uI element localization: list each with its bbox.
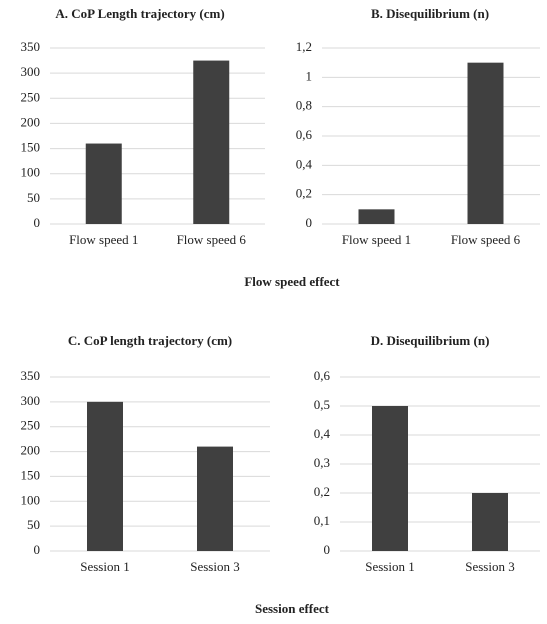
y-tick-label: 350 — [21, 39, 41, 54]
y-tick-label: 250 — [21, 89, 41, 104]
y-tick-label: 350 — [21, 368, 41, 383]
y-tick-label: 100 — [21, 165, 41, 180]
y-tick-label: 0,2 — [296, 186, 312, 201]
chart-title: B. Disequilibrium (n) — [371, 6, 489, 21]
y-tick-label: 300 — [21, 64, 41, 79]
bar — [85, 143, 122, 224]
y-tick-label: 0,1 — [314, 513, 330, 528]
y-tick-label: 200 — [21, 114, 41, 129]
x-tick-label: Session 3 — [465, 559, 514, 574]
y-tick-label: 0,6 — [314, 368, 331, 383]
y-tick-label: 50 — [27, 517, 40, 532]
y-tick-label: 1,2 — [296, 39, 312, 54]
x-tick-label: Session 1 — [365, 559, 414, 574]
chart-title: A. CoP Length trajectory (cm) — [55, 6, 224, 21]
y-tick-label: 0,3 — [314, 455, 330, 470]
x-tick-label: Flow speed 6 — [451, 232, 521, 247]
y-tick-label: 50 — [27, 190, 40, 205]
bar — [197, 446, 233, 551]
x-tick-label: Flow speed 6 — [177, 232, 247, 247]
section-title: Session effect — [255, 601, 330, 616]
y-tick-label: 0,6 — [296, 127, 313, 142]
y-tick-label: 150 — [21, 467, 41, 482]
chart-title: D. Disequilibrium (n) — [371, 333, 490, 348]
bar — [358, 209, 395, 224]
y-tick-label: 300 — [21, 393, 41, 408]
bar — [472, 493, 508, 551]
y-tick-label: 0 — [34, 215, 41, 230]
y-tick-label: 250 — [21, 418, 41, 433]
x-tick-label: Flow speed 1 — [69, 232, 138, 247]
y-tick-label: 0 — [34, 542, 41, 557]
y-tick-label: 200 — [21, 443, 41, 458]
y-tick-label: 100 — [21, 492, 41, 507]
y-tick-label: 0,4 — [314, 426, 331, 441]
y-tick-label: 1 — [306, 68, 313, 83]
y-tick-label: 0,2 — [314, 484, 330, 499]
x-tick-label: Session 3 — [190, 559, 239, 574]
bar — [467, 62, 504, 224]
bar — [372, 406, 408, 551]
section-title: Flow speed effect — [244, 274, 340, 289]
y-tick-label: 0,8 — [296, 98, 312, 113]
x-tick-label: Session 1 — [80, 559, 129, 574]
y-tick-label: 0,4 — [296, 156, 313, 171]
x-tick-label: Flow speed 1 — [342, 232, 411, 247]
bar — [193, 60, 230, 225]
y-tick-label: 150 — [21, 140, 41, 155]
y-tick-label: 0 — [324, 542, 331, 557]
y-tick-label: 0,5 — [314, 397, 330, 412]
chart-title: C. CoP length trajectory (cm) — [68, 333, 232, 348]
y-tick-label: 0 — [306, 215, 313, 230]
bar — [87, 401, 123, 551]
